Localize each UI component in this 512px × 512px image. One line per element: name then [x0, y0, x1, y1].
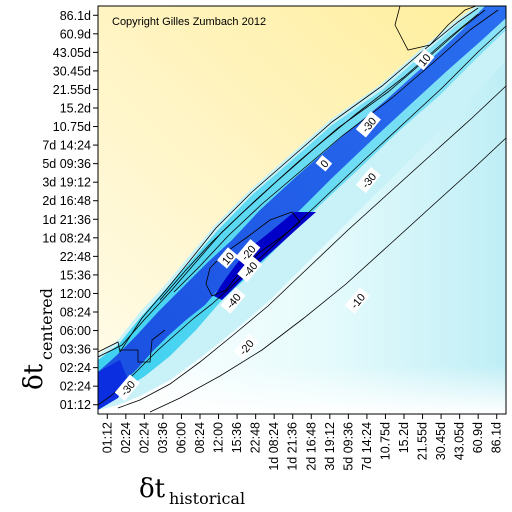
y-tick-label: 12:00: [60, 287, 91, 301]
y-axis-ticks: 01:12 02:24 02:24 03:36 06:00 08:24 12:00 15:36…: [42, 9, 98, 412]
contour-10-lowerleft: [120, 329, 166, 363]
contour-label-background: [355, 166, 381, 194]
x-tick-label: 7d 14:24: [360, 422, 374, 471]
contour-lines: [98, 6, 506, 413]
x-tick-label: 08:24: [193, 422, 207, 453]
y-tick-label: 02:24: [60, 380, 91, 394]
y-tick-label: 08:24: [60, 306, 91, 320]
x-tick-label: 22:48: [249, 422, 263, 453]
heatmap-area: [98, 6, 506, 414]
contour-label-background: [220, 287, 246, 314]
y-tick-label: 60.9d: [60, 27, 91, 41]
contour-minus30-lower: [98, 25, 506, 406]
y-tick-label: 43.05d: [53, 46, 91, 60]
y-tick-label: 06:00: [60, 324, 91, 338]
x-tick-label: 21.55d: [416, 422, 430, 460]
contour-label-background: [235, 239, 261, 266]
x-axis-title-symbol: δt: [139, 474, 166, 504]
y-tick-label: 7d 14:24: [42, 139, 91, 153]
x-tick-label: 5d 09:36: [341, 422, 355, 471]
x-axis-ticks: 01:12 02:24 02:24 03:36 06:00 08:24 12:00 15:36…: [100, 414, 504, 471]
y-tick-label: 1d 08:24: [42, 231, 91, 245]
contour-label-background: [114, 374, 140, 401]
y-tick-label: 30.45d: [53, 64, 91, 78]
x-tick-label: 2d 16:48: [304, 422, 318, 471]
y-tick-label: 22:48: [60, 250, 91, 264]
x-tick-label: 10.75d: [378, 422, 392, 460]
x-tick-label: 15:36: [230, 422, 244, 453]
x-tick-label: 43.05d: [453, 422, 467, 460]
y-tick-label: 1d 21:36: [42, 213, 91, 227]
positive-region: [98, 6, 476, 355]
contour-label-background: [315, 155, 333, 172]
y-tick-label: 02:24: [60, 361, 91, 375]
contour-minus10: [149, 137, 506, 413]
y-tick-label: 3d 19:12: [42, 176, 91, 190]
x-tick-label: 1d 08:24: [267, 422, 281, 471]
x-tick-label: 60.9d: [471, 422, 485, 453]
plot-frame: [97, 5, 507, 415]
y-tick-label: 86.1d: [60, 9, 91, 23]
x-tick-label: 03:36: [156, 422, 170, 453]
lower-left-blue-patch: [98, 360, 128, 410]
x-tick-label: 3d 19:12: [323, 422, 337, 471]
y-axis-title: δt centered: [19, 288, 56, 390]
x-tick-label: 86.1d: [490, 422, 504, 453]
strong-negative-region: [98, 6, 506, 405]
contour-label: 0: [315, 155, 333, 172]
y-tick-label: 10.75d: [53, 120, 91, 134]
contour-minus40: [205, 211, 301, 297]
contour-label-background: [237, 255, 263, 283]
y-tick-label: 15.2d: [60, 102, 91, 116]
y-tick-label: 15:36: [60, 268, 91, 282]
contour-label-background: [216, 247, 238, 269]
contour-10-lower: [98, 7, 479, 354]
x-tick-label: 15.2d: [397, 422, 411, 453]
y-tick-label: 21.55d: [53, 83, 91, 97]
x-tick-label: 06:00: [174, 422, 188, 453]
contour-label-background: [233, 333, 259, 361]
x-tick-label: 02:24: [137, 422, 151, 453]
copyright-text: Copyright Gilles Zumbach 2012: [112, 16, 266, 28]
contour-label-background: [344, 287, 370, 314]
contour-minus20-lower: [117, 85, 506, 409]
x-tick-label: 12:00: [212, 422, 226, 453]
x-tick-label: 1d 21:36: [286, 422, 300, 471]
x-tick-label: 01:12: [100, 422, 114, 453]
contour-label-background: [355, 111, 381, 138]
contour-label-background: [413, 48, 435, 71]
y-axis-title-subscript: centered: [37, 288, 56, 360]
x-tick-label: 02:24: [119, 422, 133, 453]
x-axis-title-subscript: historical: [169, 489, 245, 508]
y-axis-title-symbol: δt: [19, 363, 49, 390]
x-tick-label: 30.45d: [434, 422, 448, 460]
y-tick-label: 5d 09:36: [42, 157, 91, 171]
x-axis-title: δt historical: [139, 474, 245, 508]
y-tick-label: 2d 16:48: [42, 194, 91, 208]
y-tick-label: 01:12: [60, 398, 91, 412]
contour-minus30-upper: [173, 9, 499, 293]
y-tick-label: 03:36: [60, 343, 91, 357]
